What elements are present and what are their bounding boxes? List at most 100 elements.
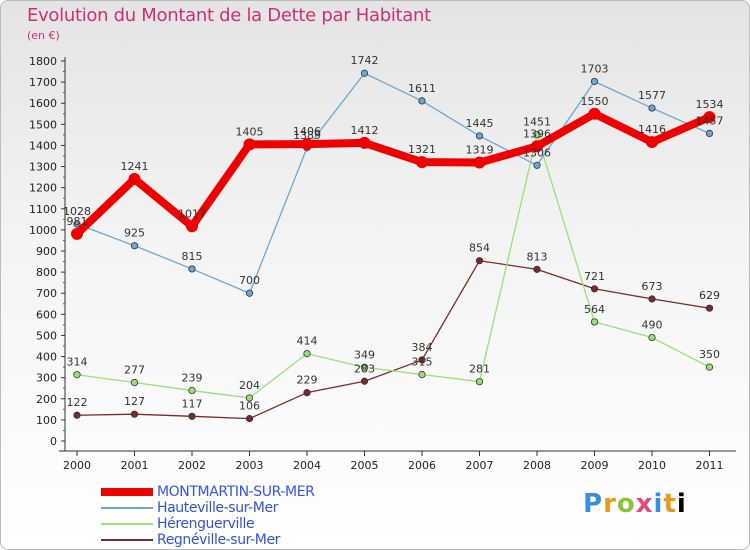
data-label-1: 1389 [293, 129, 321, 142]
data-label-1: 1445 [466, 117, 494, 130]
x-tick-label: 2007 [466, 459, 494, 472]
data-label-0: 1396 [523, 127, 551, 140]
data-label-3: 673 [642, 280, 663, 293]
logo-letter: x [635, 489, 654, 519]
data-point-1 [360, 69, 369, 77]
data-point-0 [588, 107, 601, 120]
data-point-2 [73, 371, 81, 379]
data-point-3 [475, 257, 484, 265]
data-label-0: 1241 [121, 160, 149, 173]
data-label-3: 854 [469, 242, 490, 255]
data-point-3 [73, 411, 81, 419]
data-point-2 [705, 363, 714, 371]
data-point-1 [130, 242, 139, 250]
y-tick-label: 1800 [29, 55, 57, 68]
data-label-0: 1534 [696, 98, 724, 111]
data-label-3: 229 [297, 374, 318, 387]
data-point-3 [188, 412, 196, 420]
data-point-1 [533, 161, 541, 169]
y-tick-label: 1100 [29, 203, 57, 216]
logo-letter: P [583, 489, 604, 519]
y-tick-label: 1400 [29, 139, 57, 152]
data-label-2: 564 [584, 303, 605, 316]
data-point-1 [418, 97, 426, 105]
data-point-0 [531, 140, 543, 153]
data-label-0: 981 [67, 215, 88, 228]
data-label-1: 1028 [63, 205, 91, 218]
y-tick-label: 600 [36, 308, 57, 321]
data-point-3 [360, 377, 369, 385]
data-point-0 [301, 138, 313, 151]
y-tick-label: 1600 [29, 97, 57, 110]
legend-item: MONTMARTIN-SUR-MER [101, 484, 315, 500]
x-tick-label: 2011 [696, 459, 724, 472]
data-point-2 [188, 386, 196, 395]
data-label-1: 1703 [581, 62, 609, 75]
data-label-2: 315 [412, 356, 433, 369]
chart-subtitle: (en €) [27, 29, 60, 42]
y-tick-label: 700 [36, 287, 57, 300]
data-point-0 [71, 227, 83, 240]
y-tick-label: 800 [36, 266, 57, 279]
y-tick-label: 1000 [29, 224, 57, 237]
data-label-3: 283 [354, 362, 375, 375]
legend-label: Hérenguerville [157, 516, 255, 532]
x-tick-label: 2010 [638, 459, 666, 472]
data-point-3 [245, 415, 254, 423]
legend-swatch [101, 539, 153, 541]
data-label-2: 490 [642, 319, 663, 332]
data-point-3 [705, 304, 714, 312]
x-tick-label: 2003 [236, 459, 264, 472]
logo-letter: i [676, 489, 687, 519]
x-tick-label: 2006 [408, 459, 436, 472]
chart-title: Evolution du Montant de la Dette par Hab… [27, 5, 431, 26]
data-point-1 [590, 77, 599, 86]
data-label-2: 204 [239, 379, 260, 392]
series-line-3 [76, 260, 711, 420]
series-line-1 [76, 72, 711, 294]
data-label-0: 1017 [178, 207, 206, 220]
data-label-1: 925 [124, 227, 145, 240]
x-tick-label: 2001 [121, 459, 149, 472]
legend-swatch [101, 507, 153, 509]
y-tick-label: 0 [50, 435, 57, 448]
data-label-0: 1406 [293, 125, 321, 138]
data-point-3 [590, 285, 599, 293]
data-point-3 [533, 265, 541, 273]
legend: MONTMARTIN-SUR-MER Hauteville-sur-Mer Hére… [101, 484, 315, 548]
data-point-2 [475, 378, 484, 386]
data-point-3 [130, 410, 139, 418]
data-label-1: 1742 [351, 54, 379, 67]
legend-label: MONTMARTIN-SUR-MER [157, 484, 315, 500]
data-point-2 [648, 333, 656, 342]
data-point-0 [646, 136, 658, 149]
data-point-0 [416, 156, 428, 169]
legend-item: Regnéville-sur-Mer [101, 532, 315, 548]
data-point-1 [188, 265, 196, 273]
data-label-1: 1306 [523, 146, 551, 159]
series-line-2 [76, 134, 711, 399]
data-point-0 [703, 111, 716, 124]
data-label-3: 721 [584, 270, 605, 283]
data-label-1: 1457 [696, 114, 724, 127]
data-label-3: 106 [239, 400, 260, 413]
logo-letter: i [653, 489, 664, 519]
data-point-1 [245, 289, 254, 297]
data-label-0: 1319 [466, 144, 494, 157]
data-label-0: 1405 [236, 125, 264, 138]
data-point-1 [648, 104, 656, 112]
y-tick-label: 200 [36, 393, 57, 406]
data-point-0 [243, 138, 256, 151]
data-point-0 [473, 156, 486, 169]
data-label-1: 1577 [638, 89, 666, 102]
data-label-0: 1550 [581, 95, 609, 108]
y-tick-label: 900 [36, 245, 57, 258]
data-point-3 [648, 295, 656, 303]
data-point-2 [533, 131, 541, 139]
y-tick-label: 500 [36, 329, 57, 342]
data-label-1: 1611 [408, 82, 436, 95]
data-label-2: 350 [699, 348, 720, 361]
data-point-0 [358, 136, 371, 149]
data-label-3: 384 [412, 341, 433, 354]
